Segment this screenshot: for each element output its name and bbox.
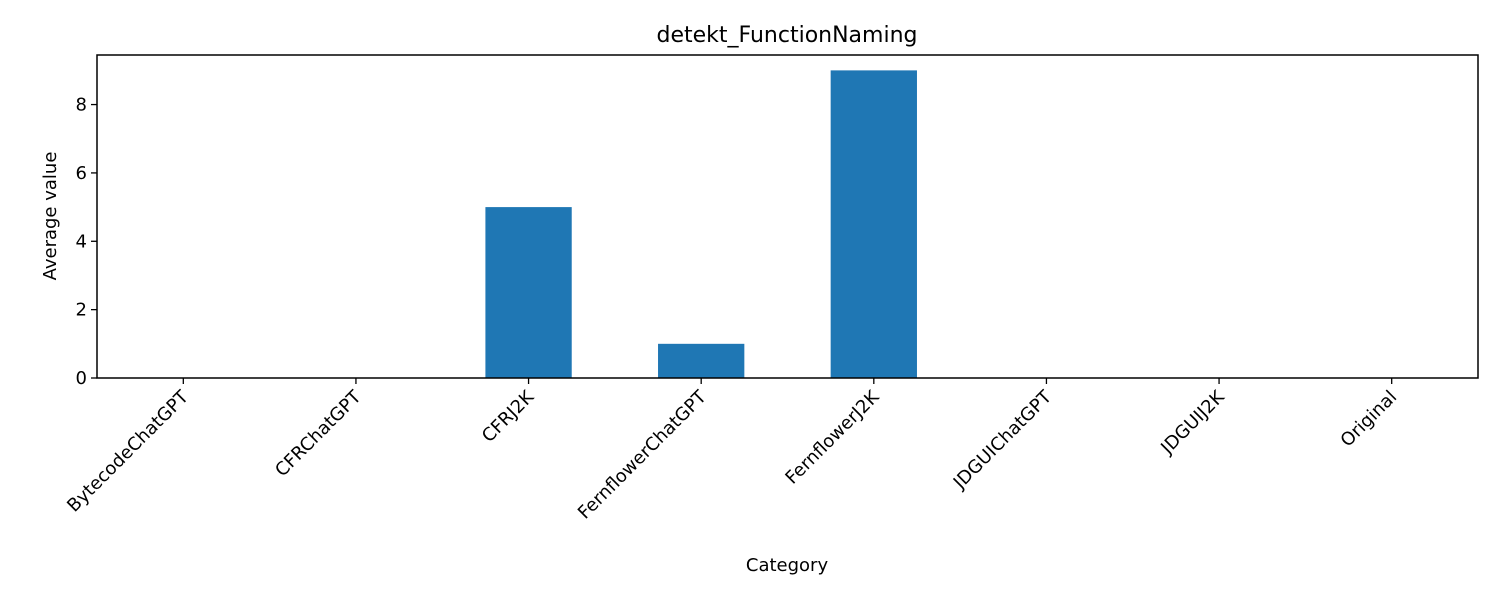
- bar-fernflowerchatgpt: [658, 343, 745, 378]
- y-axis-ticks: 0 2 4 6 8: [76, 95, 97, 389]
- bars-group: [485, 70, 917, 378]
- bar-fernflowerj2k: [830, 70, 917, 378]
- y-tick-label: 8: [76, 95, 87, 116]
- x-axis-label: Category: [746, 555, 829, 576]
- y-tick-label: 4: [76, 231, 87, 252]
- bar-cfrj2k: [485, 207, 572, 378]
- y-tick-label: 6: [76, 163, 87, 184]
- chart-title: detekt_FunctionNaming: [657, 23, 918, 48]
- y-tick-label: 0: [76, 368, 87, 389]
- y-axis-label: Average value: [40, 152, 61, 281]
- y-tick-label: 2: [76, 300, 87, 321]
- plot-area-frame: [96, 54, 1479, 379]
